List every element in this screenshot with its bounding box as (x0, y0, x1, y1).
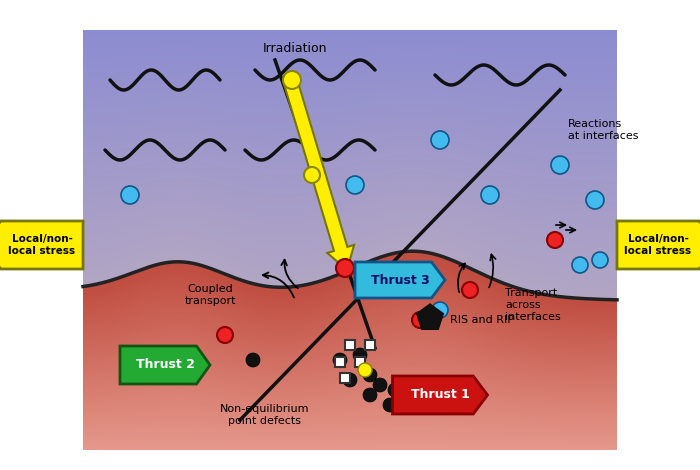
Circle shape (462, 282, 478, 298)
Bar (355, 357, 365, 367)
Circle shape (592, 252, 608, 268)
Circle shape (304, 167, 320, 183)
Circle shape (363, 368, 377, 382)
Circle shape (246, 353, 260, 367)
Polygon shape (617, 221, 700, 269)
Circle shape (403, 393, 417, 407)
Bar (365, 340, 375, 350)
Polygon shape (0, 221, 83, 269)
Polygon shape (416, 304, 443, 329)
Circle shape (353, 348, 367, 362)
Text: Irradiation: Irradiation (262, 42, 328, 55)
Circle shape (586, 191, 604, 209)
Bar (345, 340, 355, 350)
Text: Reactions
at interfaces: Reactions at interfaces (568, 119, 638, 141)
Circle shape (551, 156, 569, 174)
Text: Thrust 2: Thrust 2 (136, 359, 195, 371)
Text: Coupled
transport: Coupled transport (184, 284, 236, 306)
Circle shape (432, 302, 448, 318)
Text: Local/non-
local stress: Local/non- local stress (8, 234, 76, 256)
Circle shape (383, 398, 397, 412)
Circle shape (283, 71, 301, 89)
Circle shape (431, 131, 449, 149)
Circle shape (336, 259, 354, 277)
Circle shape (547, 232, 563, 248)
Text: Thrust 3: Thrust 3 (370, 274, 429, 287)
Circle shape (217, 327, 233, 343)
Text: Non-equilibrium
point defects: Non-equilibrium point defects (220, 404, 309, 426)
Circle shape (121, 186, 139, 204)
Text: RIS and RIP: RIS and RIP (450, 315, 514, 325)
Circle shape (358, 363, 372, 377)
Circle shape (572, 257, 588, 273)
Circle shape (481, 186, 499, 204)
FancyArrow shape (284, 78, 354, 270)
Bar (335, 357, 345, 367)
Text: Local/non-
local stress: Local/non- local stress (624, 234, 692, 256)
Text: Transport
across
interfaces: Transport across interfaces (505, 289, 561, 321)
Polygon shape (355, 262, 445, 298)
Text: Thrust 1: Thrust 1 (411, 389, 470, 401)
Circle shape (373, 378, 387, 392)
Circle shape (388, 383, 402, 397)
Polygon shape (120, 346, 210, 384)
Bar (340, 373, 350, 383)
Circle shape (346, 176, 364, 194)
Circle shape (363, 388, 377, 402)
Circle shape (333, 353, 347, 367)
Circle shape (343, 373, 357, 387)
Polygon shape (393, 376, 487, 414)
Circle shape (412, 312, 428, 328)
